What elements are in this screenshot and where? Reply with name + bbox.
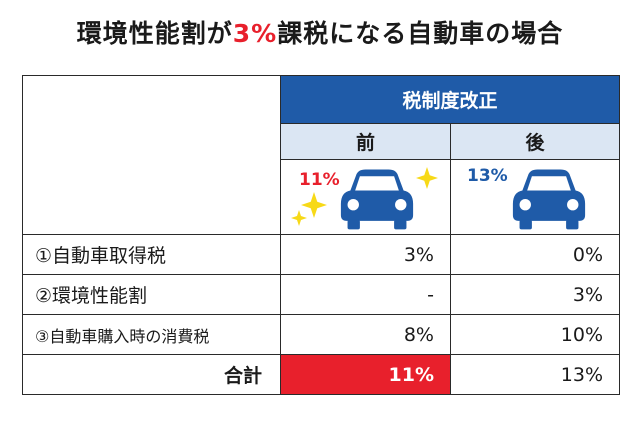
empty-corner-cell bbox=[22, 75, 281, 235]
car-icon bbox=[512, 169, 586, 230]
table-row: ②環境性能割 - 3% bbox=[22, 274, 621, 315]
car-cell-after: 13% bbox=[449, 159, 621, 235]
row-value-before: 3% bbox=[280, 234, 451, 275]
tax-comparison-table: 税制度改正 前 後 11% 13 bbox=[22, 75, 621, 395]
row-value-after: 10% bbox=[449, 314, 621, 355]
table-row: ①自動車取得税 3% 0% bbox=[22, 234, 621, 275]
table-row: ③自動車購入時の消費税 8% 10% bbox=[22, 314, 621, 355]
row-label: ①自動車取得税 bbox=[22, 234, 281, 275]
total-value-after: 13% bbox=[449, 354, 621, 395]
row-label: ③自動車購入時の消費税 bbox=[22, 314, 281, 355]
total-row: 合計 11% 13% bbox=[22, 354, 621, 395]
column-header-before: 前 bbox=[280, 123, 451, 160]
title-highlight: 3% bbox=[232, 19, 278, 48]
row-label: ②環境性能割 bbox=[22, 274, 281, 315]
column-header-after: 後 bbox=[449, 123, 621, 160]
car-cell-before: 11% bbox=[280, 159, 451, 235]
sparkle-icon bbox=[291, 210, 307, 226]
title-pre: 環境性能割が bbox=[76, 19, 233, 48]
row-value-after: 0% bbox=[449, 234, 621, 275]
row-value-before: 8% bbox=[280, 314, 451, 355]
total-value-before: 11% bbox=[280, 354, 451, 395]
row-value-after: 3% bbox=[449, 274, 621, 315]
sparkle-icon bbox=[301, 192, 327, 218]
total-label: 合計 bbox=[22, 354, 281, 395]
car-before-percent: 11% bbox=[299, 170, 340, 190]
title-post: 課税になる自動車の場合 bbox=[277, 19, 564, 48]
car-icon bbox=[340, 169, 414, 230]
row-value-before: - bbox=[280, 274, 451, 315]
car-after-percent: 13% bbox=[467, 166, 508, 186]
page-title: 環境性能割が3%課税になる自動車の場合 bbox=[0, 14, 640, 50]
sparkle-icon bbox=[416, 167, 438, 189]
group-header: 税制度改正 bbox=[279, 75, 621, 124]
